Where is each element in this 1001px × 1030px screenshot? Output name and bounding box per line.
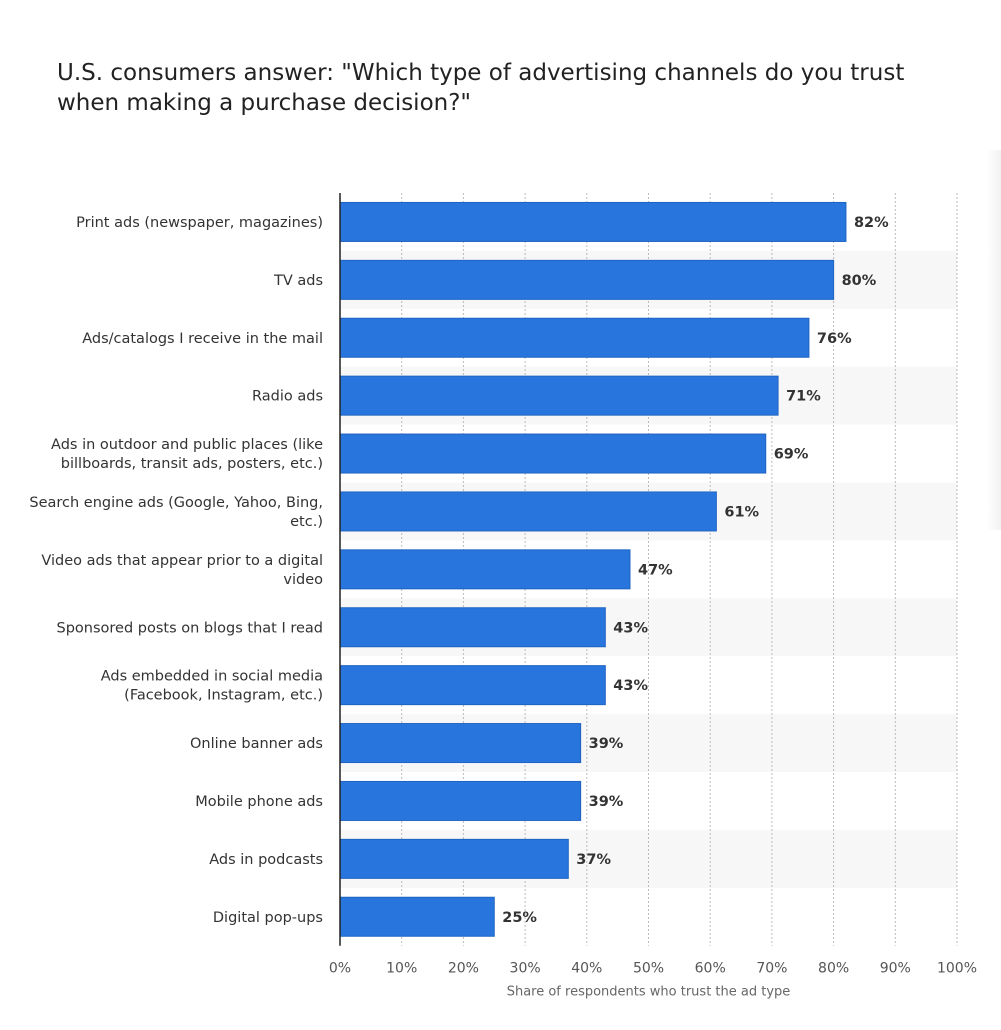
bar <box>339 259 835 300</box>
x-tick-label: 0% <box>329 961 351 977</box>
data-label: 71% <box>786 389 821 405</box>
bar <box>339 780 582 821</box>
category-label: billboards, transit ads, posters, etc.) <box>61 456 323 472</box>
bar <box>339 896 495 937</box>
chart-title: U.S. consumers answer: "Which type of ad… <box>57 60 905 116</box>
category-label: Digital pop-ups <box>213 910 323 926</box>
bar <box>339 491 717 532</box>
data-label: 47% <box>638 562 673 578</box>
bar <box>339 665 606 706</box>
data-label: 43% <box>613 678 648 694</box>
data-label: 39% <box>589 736 624 752</box>
category-label: Mobile phone ads <box>195 794 323 810</box>
bar <box>339 317 810 358</box>
page-edge-shadow <box>987 150 1001 530</box>
category-label: Sponsored posts on blogs that I read <box>57 620 324 636</box>
x-tick-label: 20% <box>448 961 479 977</box>
bar <box>339 607 606 648</box>
category-label: Radio ads <box>252 389 323 405</box>
data-label: 76% <box>817 331 852 347</box>
category-label: etc.) <box>290 514 323 530</box>
data-label: 43% <box>613 620 648 636</box>
category-label: Ads/catalogs I receive in the mail <box>82 331 323 347</box>
data-label: 61% <box>724 504 759 520</box>
category-label: Ads in podcasts <box>209 852 323 868</box>
category-label: (Facebook, Instagram, etc.) <box>124 688 323 704</box>
category-label: Video ads that appear prior to a digital <box>41 553 323 569</box>
data-label: 25% <box>502 910 537 926</box>
category-label: video <box>283 572 323 588</box>
x-tick-label: 90% <box>880 961 911 977</box>
data-label: 37% <box>576 852 611 868</box>
category-label: Search engine ads (Google, Yahoo, Bing, <box>29 495 323 511</box>
x-tick-label: 50% <box>633 961 664 977</box>
data-label: 39% <box>589 794 624 810</box>
bar <box>339 433 767 474</box>
category-label: Ads in outdoor and public places (like <box>51 437 323 453</box>
bar <box>339 723 582 764</box>
category-label: Ads embedded in social media <box>101 669 323 685</box>
data-label: 80% <box>842 273 877 289</box>
bar <box>339 549 631 590</box>
x-axis-title: Share of respondents who trust the ad ty… <box>507 985 791 1000</box>
x-tick-label: 60% <box>695 961 726 977</box>
x-tick-label: 40% <box>571 961 602 977</box>
x-tick-label: 70% <box>756 961 787 977</box>
category-label: TV ads <box>273 273 323 289</box>
x-tick-label: 10% <box>386 961 417 977</box>
bar <box>339 201 847 242</box>
category-label: Print ads (newspaper, magazines) <box>76 215 323 231</box>
category-label: Online banner ads <box>190 736 323 752</box>
bar <box>339 375 779 416</box>
data-label: 82% <box>854 215 889 231</box>
bar <box>339 838 569 879</box>
data-label: 69% <box>774 447 809 463</box>
x-tick-label: 100% <box>937 961 977 977</box>
x-tick-label: 80% <box>818 961 849 977</box>
x-tick-label: 30% <box>510 961 541 977</box>
